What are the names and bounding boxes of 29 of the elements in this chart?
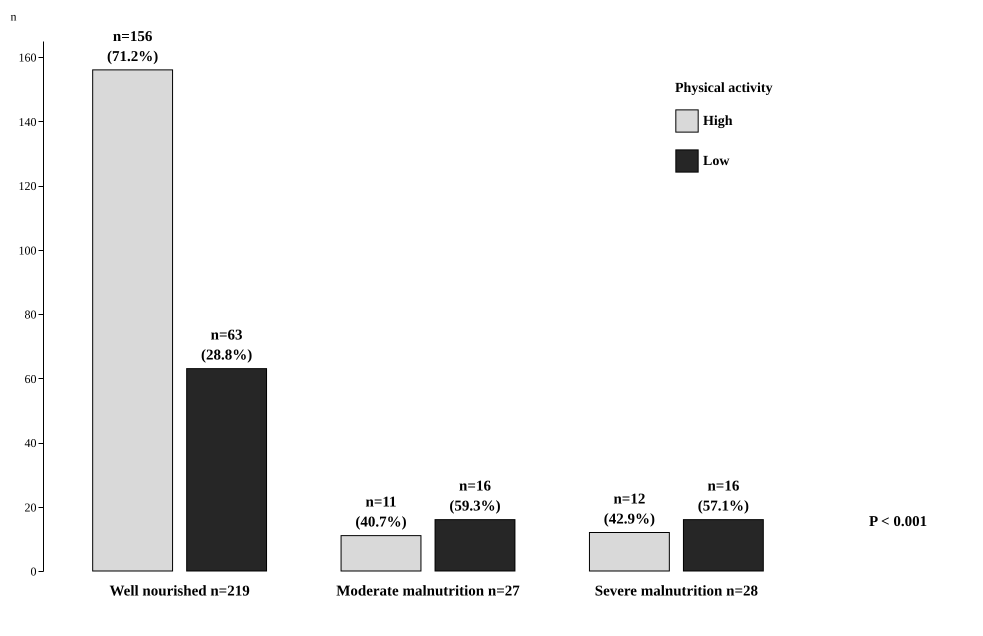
data-label: n=11 (40.7%) — [355, 494, 407, 531]
y-tick-label: 20 — [24, 500, 36, 514]
y-tick-label: 100 — [18, 243, 36, 258]
y-tick-label: 160 — [18, 50, 36, 65]
y-tick-label: 60 — [24, 372, 36, 386]
y-tick-label: 40 — [24, 436, 36, 450]
x-tick-label: Severe malnutrition n=28 — [594, 584, 758, 600]
x-tick-label: Well nourished n=219 — [109, 584, 250, 600]
y-tick-label: 80 — [24, 308, 36, 322]
bar — [682, 519, 764, 572]
data-label: n=16 (59.3%) — [449, 478, 501, 515]
legend-title: Physical activity — [675, 81, 773, 96]
data-label: n=156 (71.2%) — [106, 28, 158, 65]
y-axis-title: n — [10, 10, 16, 24]
y-tick-label: 140 — [18, 114, 36, 129]
bar — [186, 368, 268, 572]
bar — [434, 519, 516, 572]
text: P < 0.001 — [868, 514, 928, 530]
data-label: n=63 (28.8%) — [200, 328, 252, 364]
x-tick-label: Moderate malnutrition n=27 — [336, 584, 520, 600]
data-label: n=16 (57.1%) — [698, 478, 750, 515]
y-tick-label: 120 — [18, 179, 36, 194]
data-label: n=12 (42.9%) — [604, 491, 656, 528]
bar — [92, 69, 174, 572]
legend-label: High — [703, 114, 733, 129]
bar — [340, 535, 422, 572]
y-tick-label: 0 — [30, 564, 36, 578]
legend-label: Low — [703, 154, 730, 169]
bar — [588, 532, 670, 572]
